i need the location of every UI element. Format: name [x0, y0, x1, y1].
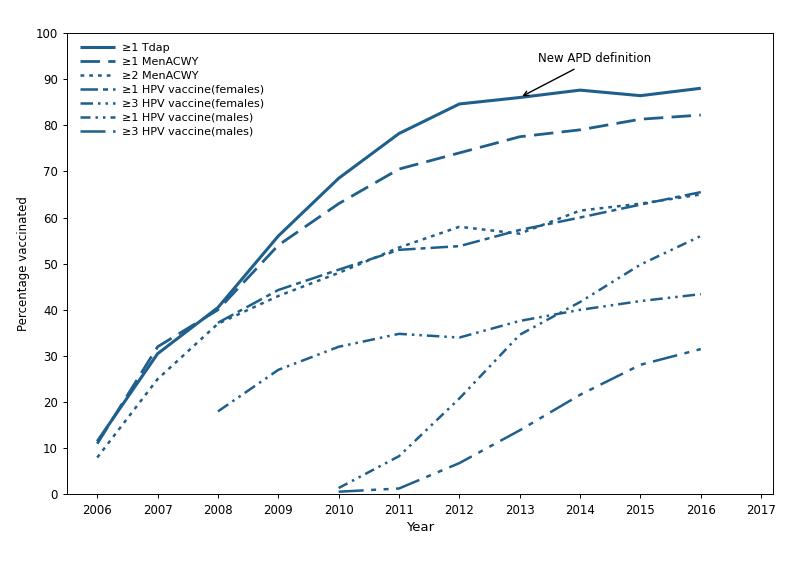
Text: New APD definition: New APD definition [524, 52, 651, 96]
X-axis label: Year: Year [406, 520, 434, 534]
Text: Medscape: Medscape [9, 550, 95, 565]
Y-axis label: Percentage vaccinated: Percentage vaccinated [17, 196, 30, 331]
Legend: ≥1 Tdap, ≥1 MenACWY, ≥2 MenACWY, ≥1 HPV vaccine(females), ≥3 HPV vaccine(females: ≥1 Tdap, ≥1 MenACWY, ≥2 MenACWY, ≥1 HPV … [80, 43, 264, 136]
Text: Source: MMWR © 2017 Centers for Disease Control and Prevention (CDC): Source: MMWR © 2017 Centers for Disease … [395, 552, 780, 563]
